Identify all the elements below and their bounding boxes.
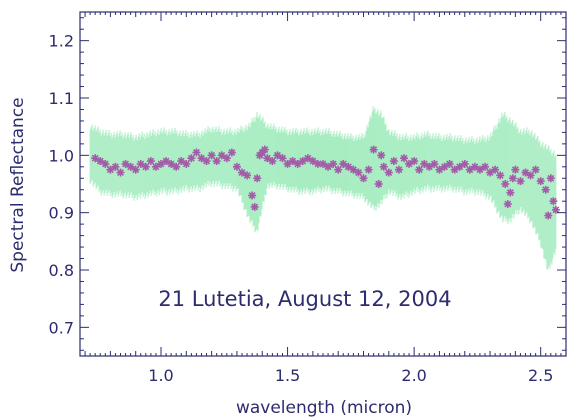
data-point xyxy=(541,185,550,194)
data-point xyxy=(384,168,393,177)
data-point xyxy=(187,154,196,163)
data-point xyxy=(400,154,408,163)
data-point xyxy=(531,165,540,174)
data-point xyxy=(172,162,181,171)
data-point xyxy=(192,148,201,157)
data-point xyxy=(460,159,469,168)
x-tick-label: 2.0 xyxy=(401,366,426,385)
tick-layer: 1.0 1.5 2.0 2.5 0.7 0.8 0.9 1.0 1.1 1.2 xyxy=(49,12,566,385)
data-point xyxy=(430,159,439,168)
data-point xyxy=(526,171,535,180)
data-point xyxy=(364,165,373,174)
data-point xyxy=(243,171,252,180)
error-band-layer xyxy=(89,106,557,270)
y-tick-label: 1.2 xyxy=(49,32,74,51)
x-tick-label: 1.0 xyxy=(148,366,173,385)
data-point xyxy=(445,159,454,168)
data-point xyxy=(157,159,165,168)
data-point xyxy=(511,165,520,174)
data-point xyxy=(394,165,403,174)
data-point xyxy=(202,157,211,166)
data-point xyxy=(106,165,115,174)
data-point xyxy=(501,180,510,188)
data-point xyxy=(549,197,558,206)
data-point xyxy=(324,162,333,171)
y-tick-label: 0.9 xyxy=(49,204,74,223)
chart-annotation: 21 Lutetia, August 12, 2004 xyxy=(158,287,451,311)
data-point xyxy=(536,177,545,186)
y-tick-label: 1.1 xyxy=(49,89,74,108)
data-point xyxy=(516,177,525,186)
data-point xyxy=(544,211,553,220)
data-point xyxy=(131,165,140,174)
data-point xyxy=(250,202,259,211)
data-point xyxy=(273,151,282,160)
data-point xyxy=(506,188,515,197)
y-tick-label: 0.8 xyxy=(49,261,74,280)
data-point xyxy=(298,157,307,166)
x-tick-label: 2.5 xyxy=(528,366,553,385)
data-point xyxy=(410,157,419,166)
data-point xyxy=(253,174,262,183)
data-point xyxy=(260,145,269,154)
data-point xyxy=(227,148,236,157)
data-point xyxy=(278,154,287,163)
data-point xyxy=(212,157,221,166)
data-point xyxy=(374,180,383,188)
data-point xyxy=(503,200,512,209)
data-point xyxy=(379,162,388,171)
data-point xyxy=(141,162,150,171)
x-axis-label: wavelength (micron) xyxy=(236,398,412,417)
y-axis-label: Spectral Reflectance xyxy=(8,97,28,272)
data-point xyxy=(111,162,120,171)
data-point-layer xyxy=(91,145,560,220)
data-point xyxy=(389,157,398,166)
data-point xyxy=(136,159,145,168)
data-point xyxy=(232,162,241,171)
data-point xyxy=(496,171,505,180)
data-point xyxy=(303,154,312,163)
data-point xyxy=(146,157,155,166)
y-tick-label: 1.0 xyxy=(49,146,74,165)
x-tick-label: 1.5 xyxy=(275,366,300,385)
data-point xyxy=(222,154,231,163)
data-point xyxy=(359,174,368,183)
data-point xyxy=(268,157,277,166)
data-point xyxy=(377,151,386,160)
data-point xyxy=(207,151,216,160)
data-point xyxy=(470,162,479,171)
data-point xyxy=(491,165,500,174)
data-point xyxy=(481,162,489,171)
data-point xyxy=(248,191,257,200)
data-point xyxy=(101,159,110,168)
data-point xyxy=(354,168,363,177)
data-point xyxy=(508,174,517,183)
data-point xyxy=(551,205,560,214)
data-point xyxy=(369,145,378,154)
data-point xyxy=(334,165,343,174)
data-point xyxy=(329,159,338,168)
data-point xyxy=(116,168,125,177)
data-point xyxy=(450,165,459,174)
y-tick-label: 0.7 xyxy=(49,318,74,337)
data-point xyxy=(238,168,246,177)
data-point xyxy=(182,159,191,168)
data-point xyxy=(465,165,474,174)
data-point xyxy=(546,174,555,183)
data-point xyxy=(91,154,100,163)
data-point xyxy=(415,165,424,174)
